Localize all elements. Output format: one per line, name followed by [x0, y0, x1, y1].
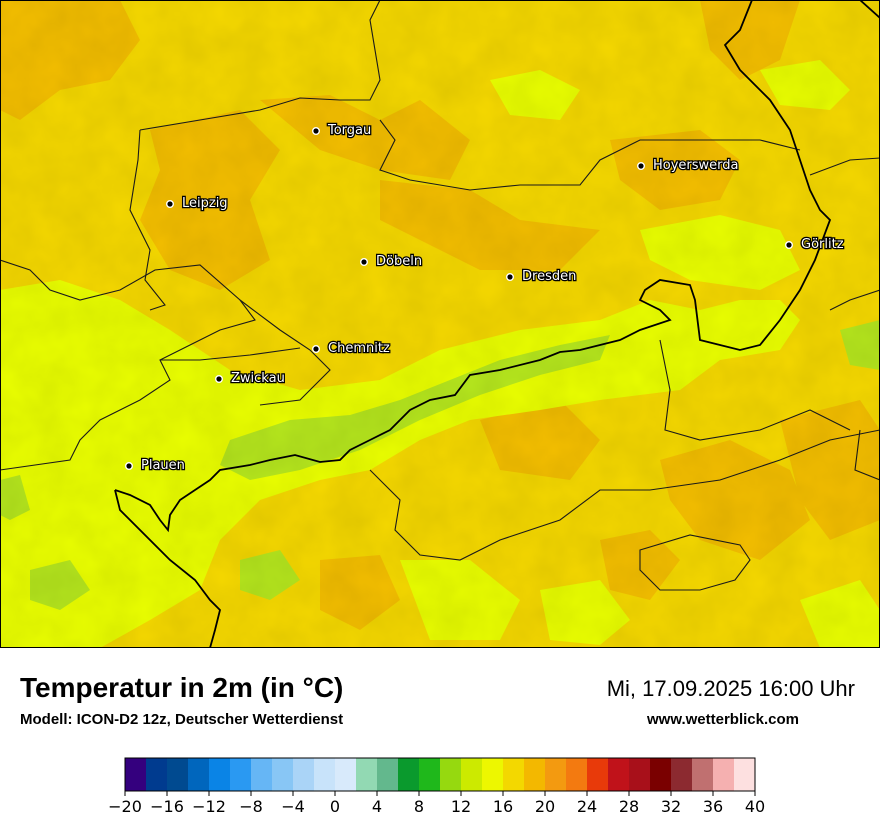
city-label: Dresden	[522, 269, 576, 284]
legend-tick-label: 40	[745, 797, 765, 816]
city-dot	[785, 240, 794, 249]
texture-overlay	[0, 0, 880, 648]
city-marker: Torgau	[312, 122, 373, 139]
legend-swatch	[293, 758, 315, 791]
legend-swatch	[209, 758, 231, 791]
legend-swatch	[356, 758, 378, 791]
legend-swatch	[608, 758, 630, 791]
legend-tick-label: 20	[535, 797, 555, 816]
legend-swatch	[440, 758, 462, 791]
city-dot	[124, 462, 133, 471]
legend-swatch	[671, 758, 693, 791]
city-label: Döbeln	[376, 254, 422, 269]
city-dot	[360, 258, 369, 267]
city-dot	[165, 199, 174, 208]
chart-title: Temperatur in 2m (in °C)	[20, 672, 344, 703]
city-marker: Plauen	[124, 457, 186, 474]
legend-swatch	[692, 758, 714, 791]
legend-tick-label: −8	[239, 797, 263, 816]
legend-tick-label: −4	[281, 797, 305, 816]
legend-swatch	[377, 758, 399, 791]
legend-swatch	[251, 758, 273, 791]
legend-swatch	[524, 758, 546, 791]
website-link[interactable]: www.wetterblick.com	[647, 711, 799, 728]
legend-swatch	[713, 758, 735, 791]
city-dot	[312, 126, 321, 135]
legend-tick-label: 32	[661, 797, 681, 816]
legend-swatch	[272, 758, 294, 791]
legend-swatch	[629, 758, 651, 791]
temperature-map: Torgau Hoyerswerda Leipzig Görlitz Döbel…	[0, 0, 880, 648]
legend-swatch	[167, 758, 189, 791]
city-marker: Zwickau	[214, 370, 286, 387]
legend-swatch	[398, 758, 420, 791]
city-label: Zwickau	[231, 371, 285, 386]
legend-swatch	[482, 758, 504, 791]
forecast-datetime: Mi, 17.09.2025 16:00 Uhr	[606, 676, 855, 701]
city-marker: Chemnitz	[312, 340, 391, 357]
legend-tick-label: 0	[330, 797, 340, 816]
legend-swatch	[734, 758, 756, 791]
city-marker: Hoyerswerda	[637, 157, 740, 174]
model-source: Modell: ICON-D2 12z, Deutscher Wetterdie…	[20, 711, 344, 728]
legend-tick-label: 16	[493, 797, 513, 816]
city-marker: Dresden	[506, 268, 578, 285]
legend-swatch	[188, 758, 210, 791]
district-borders	[0, 0, 880, 591]
legend-swatch	[503, 758, 525, 791]
legend-ticks: −20 −16 −12 −8 −4 0 4 8 12 16 20 24 28 32 36 40	[108, 791, 765, 816]
legend-swatch	[419, 758, 441, 791]
city-label: Leipzig	[182, 196, 228, 211]
city-dot	[637, 161, 646, 170]
legend-tick-label: 24	[577, 797, 597, 816]
city-label: Görlitz	[801, 237, 844, 252]
city-label: Torgau	[327, 123, 371, 138]
legend-tick-label: 12	[451, 797, 471, 816]
legend-swatch	[650, 758, 672, 791]
color-legend: −20 −16 −12 −8 −4 0 4 8 12 16 20 24 28 32 36 40	[108, 757, 765, 816]
legend-tick-label: −20	[108, 797, 142, 816]
city-label: Hoyerswerda	[653, 158, 739, 173]
legend-swatch	[545, 758, 567, 791]
legend-tick-label: 8	[414, 797, 424, 816]
legend-tick-label: 36	[703, 797, 723, 816]
legend-swatch	[146, 758, 168, 791]
legend-swatch	[230, 758, 252, 791]
legend-swatch	[587, 758, 609, 791]
national-border	[114, 0, 880, 648]
legend-tick-label: 28	[619, 797, 639, 816]
city-label: Plauen	[141, 458, 185, 473]
city-dot	[506, 273, 515, 282]
legend-swatches	[125, 758, 756, 791]
city-dot	[312, 345, 321, 354]
city-marker: Görlitz	[785, 236, 845, 253]
legend-tick-label: 4	[372, 797, 382, 816]
legend-swatch	[461, 758, 483, 791]
legend-swatch	[566, 758, 588, 791]
legend-tick-label: −16	[150, 797, 184, 816]
legend-swatch	[335, 758, 357, 791]
legend-tick-label: −12	[192, 797, 226, 816]
legend-swatch	[125, 758, 147, 791]
city-marker: Leipzig	[165, 195, 229, 212]
city-marker: Döbeln	[360, 253, 423, 270]
city-label: Chemnitz	[328, 341, 390, 356]
legend-frame	[124, 757, 756, 792]
city-dot	[214, 375, 223, 384]
legend-swatch	[314, 758, 336, 791]
city-markers: Torgau Hoyerswerda Leipzig Görlitz Döbel…	[124, 122, 845, 474]
